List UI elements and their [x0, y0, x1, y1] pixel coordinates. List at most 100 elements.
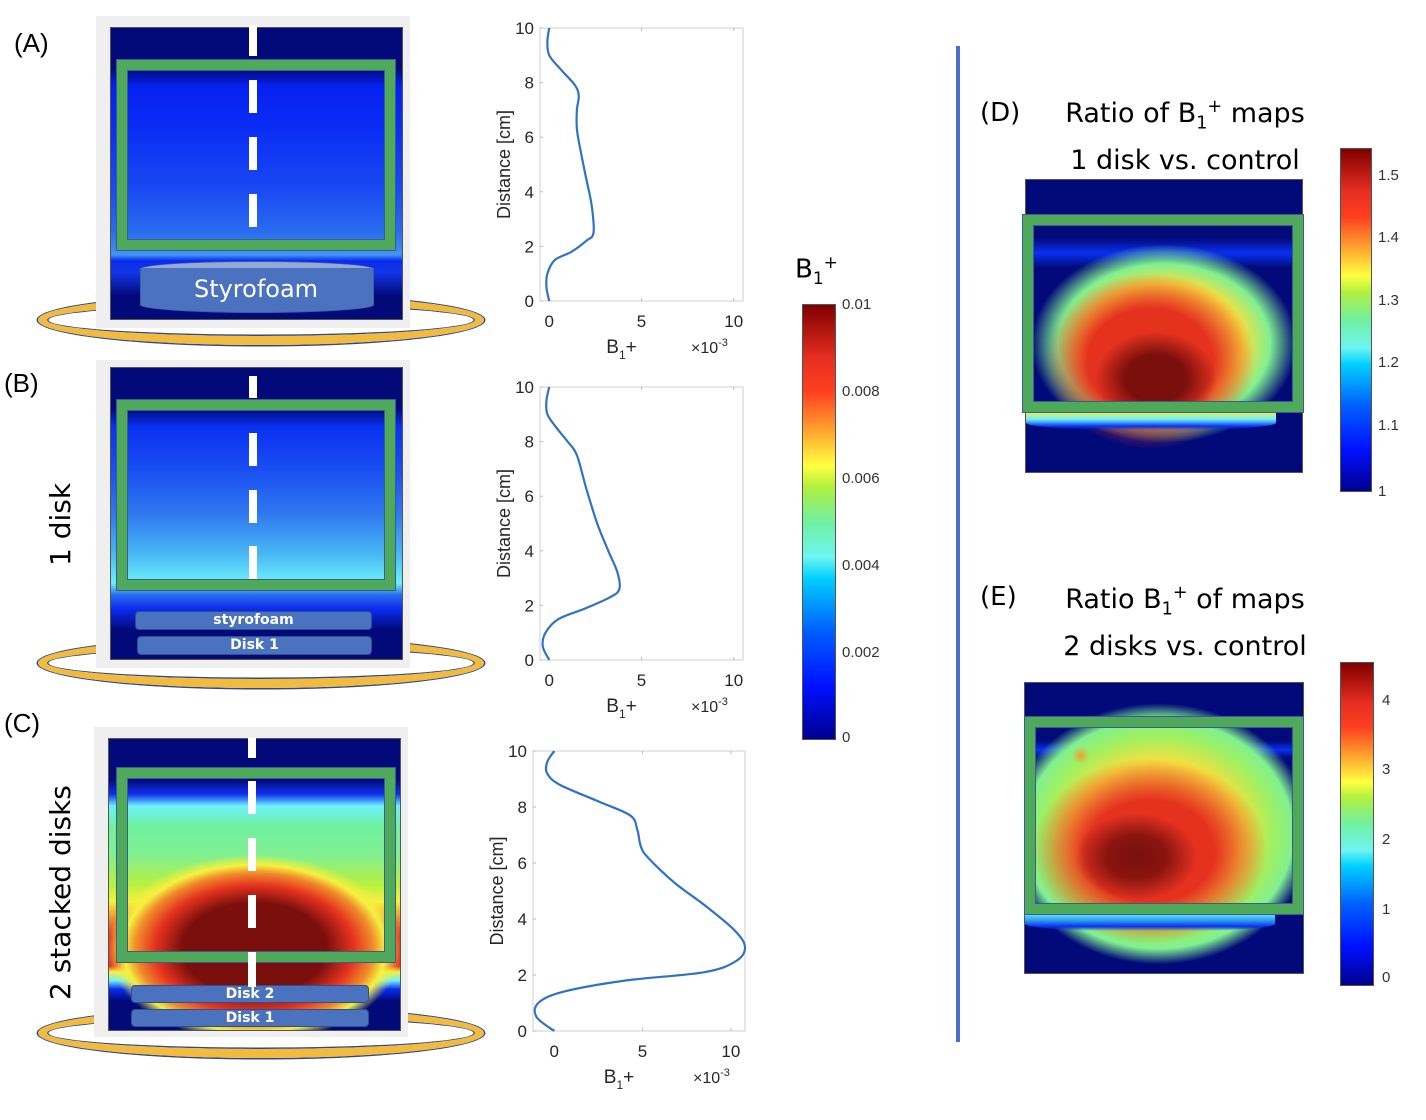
disk2-c: Disk 2: [131, 985, 369, 1003]
colorbar-main-tick: 0.01: [842, 296, 872, 313]
colorbar-e-tick: 0: [1382, 969, 1391, 986]
y-tick-label: 4: [518, 910, 527, 929]
colorbar-e-tick: 2: [1382, 831, 1391, 848]
colorbar-e-tick: 1: [1382, 901, 1391, 918]
colorbar-e-tick: 3: [1382, 761, 1391, 778]
panel-e-title-sub: 1: [1161, 599, 1173, 620]
y-tick-label: 8: [518, 798, 527, 817]
ratio-map-d-bottom-band: [1026, 412, 1276, 430]
y-tick-label: 10: [515, 378, 534, 397]
x-tick-label: 0: [549, 1042, 558, 1061]
profile-line-a-seg2: [249, 80, 257, 113]
colorbar-d: [1340, 148, 1372, 492]
roi-box-a: [116, 59, 396, 251]
profile-chart-b: 0 2 4 6 8 10 0 5 10 Distance [cm] B1+ ×10-3: [494, 378, 744, 721]
y-tick-label: 4: [525, 183, 534, 202]
plot-area-b: [539, 386, 744, 661]
y-tick-label: 2: [525, 596, 534, 615]
panel-e-title-post: of maps: [1187, 584, 1305, 615]
profile-curve-a: [545, 27, 595, 302]
x-tick-label: 5: [637, 312, 646, 331]
profile-line-b-seg2: [249, 433, 257, 466]
panel-d-title-sup: +: [1207, 97, 1223, 117]
panel-d-title-line1: Ratio of B1+ maps: [1030, 88, 1340, 142]
colorbar-d-tick: 1.3: [1378, 292, 1399, 309]
y-tick-label: 2: [525, 237, 534, 256]
colorbar-main-title-sub: 1: [812, 267, 824, 288]
panel-d-title-line2: 1 disk vs. control: [1070, 145, 1300, 177]
profile-curve-b: [541, 386, 621, 661]
x-multiplier-label: ×10-3: [691, 337, 728, 357]
y-axis-label: Distance [cm]: [494, 469, 514, 578]
y-tick-label: 6: [518, 854, 527, 873]
colorbar-d-tick: 1.1: [1378, 417, 1399, 434]
colorbar-e-tick: 4: [1382, 692, 1391, 709]
panel-a-label: (A): [14, 28, 49, 58]
panel-e-label: (E): [980, 582, 1017, 612]
x-tick-label: 0: [544, 312, 553, 331]
colorbar-main-tick: 0.004: [842, 557, 880, 574]
roi-box-c: [116, 767, 396, 963]
x-tick-label: 5: [638, 1042, 647, 1061]
panel-d-title-sub: 1: [1196, 113, 1208, 134]
colorbar-main: [802, 304, 836, 740]
profile-line-b-seg1: [249, 376, 257, 398]
colorbar-main-title-sup: +: [823, 252, 838, 272]
panel-e-title-line2: 2 disks vs. control: [1063, 631, 1307, 663]
profile-curve-c: [533, 750, 747, 1032]
panel-d-title-post: maps: [1222, 98, 1305, 129]
y-tick-label: 8: [525, 433, 534, 452]
profile-line-c-seg5: [248, 952, 256, 987]
panel-d-title-pre: Ratio of B: [1065, 98, 1197, 129]
colorbar-d-tick: 1: [1378, 483, 1387, 500]
panel-d-title: Ratio of B1+ maps 1 disk vs. control: [1030, 88, 1340, 180]
colorbar-main-ticks: 0.01 0.008 0.006 0.004 0.002 0: [842, 296, 902, 746]
panel-e-title-pre: Ratio B: [1065, 584, 1162, 615]
x-axis-label: B1+: [606, 337, 636, 362]
x-tick-label: 10: [724, 312, 743, 331]
y-tick-label: 4: [525, 542, 534, 561]
panel-b-label: (B): [4, 368, 39, 398]
roi-box-b: [116, 399, 396, 591]
disk1-b: Disk 1: [137, 636, 372, 655]
disk1-c: Disk 1: [131, 1009, 369, 1027]
profile-line-c-seg4: [248, 895, 256, 928]
y-tick-label: 6: [525, 487, 534, 506]
colorbar-d-tick: 1.2: [1378, 354, 1399, 371]
y-tick-label: 0: [525, 292, 534, 311]
roi-box-d: [1022, 214, 1304, 413]
colorbar-d-tick: 1.4: [1378, 229, 1399, 246]
styrofoam-slab-b: styrofoam: [135, 611, 372, 630]
x-tick-label: 10: [724, 671, 743, 690]
side-label-c: 2 stacked disks: [44, 785, 77, 1000]
colorbar-main-title-main: B: [795, 254, 813, 285]
y-tick-label: 2: [518, 966, 527, 985]
colorbar-e: [1340, 662, 1374, 986]
plot-area-a: [539, 27, 744, 302]
y-tick-label: 10: [508, 742, 527, 761]
colorbar-e-ticks: 4 3 2 1 0: [1382, 692, 1412, 992]
x-tick-label: 0: [544, 671, 553, 690]
styrofoam-block-a: Styrofoam: [140, 261, 374, 315]
side-label-b: 1 disk: [44, 482, 77, 566]
profile-chart-c: 0 2 4 6 8 10 0 5 10 Distance [cm] B1+ ×10-3: [487, 742, 747, 1092]
roi-box-e: [1024, 716, 1304, 915]
x-tick-label: 5: [637, 671, 646, 690]
x-axis-label: B1+: [606, 696, 636, 721]
colorbar-main-tick: 0.008: [842, 383, 880, 400]
styrofoam-body-a: [140, 268, 374, 313]
profile-line-c-seg3: [248, 838, 256, 871]
styrofoam-label-a: Styrofoam: [193, 275, 319, 303]
panel-e-title-line1: Ratio B1+ of maps: [1040, 574, 1330, 628]
y-axis-label: Distance [cm]: [494, 110, 514, 219]
y-tick-label: 0: [525, 651, 534, 670]
colorbar-main-tick: 0: [842, 729, 851, 746]
y-tick-label: 6: [525, 128, 534, 147]
x-multiplier-label: ×10-3: [693, 1067, 730, 1087]
x-axis-label: B1+: [604, 1067, 634, 1092]
profile-line-c-seg1: [248, 738, 256, 758]
profile-line-a-seg3: [249, 137, 257, 170]
x-tick-label: 10: [721, 1042, 740, 1061]
panel-d-label: (D): [980, 98, 1021, 128]
profile-line-b-seg3: [249, 490, 257, 523]
